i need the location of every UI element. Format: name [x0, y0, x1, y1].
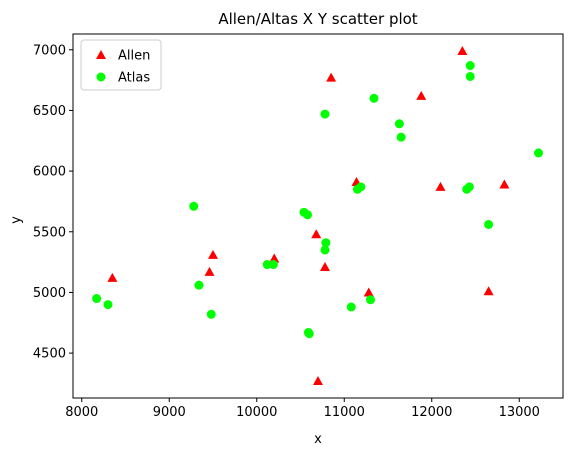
- y-tick-label: 7000: [33, 43, 66, 58]
- x-tick-label: 8000: [65, 405, 98, 420]
- atlas-point: [465, 71, 475, 81]
- x-tick-label: 13000: [499, 405, 540, 420]
- plot-frame: [72, 33, 564, 399]
- legend: Allen Atlas: [80, 39, 162, 91]
- y-tick-label: 4500: [33, 347, 66, 362]
- atlas-point: [366, 295, 375, 305]
- atlas-point: [464, 182, 474, 192]
- x-axis-label: x: [314, 432, 322, 447]
- y-tick-label: 5000: [33, 286, 66, 301]
- atlas-point: [321, 238, 331, 248]
- chart-title: Allen/Altas X Y scatter plot: [218, 10, 417, 28]
- atlas-point: [484, 219, 494, 229]
- atlas-point: [346, 302, 356, 312]
- atlas-point: [303, 210, 312, 220]
- atlas-point: [356, 182, 366, 192]
- y-tick-label: 6000: [33, 165, 66, 180]
- atlas-point: [304, 329, 314, 339]
- y-tick-label: 6500: [33, 104, 66, 119]
- allen-point: [320, 261, 330, 271]
- allen-point: [363, 287, 374, 297]
- legend-atlas-label: Atlas: [118, 71, 150, 86]
- atlas-point: [320, 109, 330, 119]
- atlas-point: [396, 132, 406, 142]
- allen-point: [483, 286, 494, 296]
- y-tick-label: 5500: [33, 225, 66, 240]
- atlas-point: [268, 260, 278, 270]
- atlas-point: [465, 61, 475, 71]
- atlas-point: [320, 245, 330, 255]
- x-tick-label: 10000: [236, 405, 277, 420]
- allen-point: [435, 181, 446, 191]
- allen-point: [204, 266, 215, 276]
- x-tick-label: 12000: [411, 405, 452, 420]
- atlas-point: [534, 148, 543, 158]
- atlas-point: [103, 300, 113, 310]
- allen-point: [311, 229, 322, 239]
- allen-point: [313, 376, 323, 386]
- allen-point: [269, 253, 280, 263]
- atlas-point: [206, 309, 216, 319]
- allen-point: [208, 249, 218, 259]
- allen-point: [457, 45, 468, 55]
- allen-point: [416, 90, 427, 100]
- legend-allen-label: Allen: [118, 49, 150, 64]
- atlas-point: [394, 119, 404, 129]
- atlas-point: [92, 294, 102, 304]
- allen-point: [326, 72, 337, 82]
- x-tick-label: 9000: [153, 405, 186, 420]
- legend-allen-marker: [96, 50, 106, 59]
- allen-point: [107, 272, 118, 282]
- y-axis-label: y: [9, 216, 24, 224]
- x-tick-label: 11000: [324, 405, 365, 420]
- allen-point: [499, 179, 510, 189]
- plot-area: 8000 9000 10000 11000 12000 13000 4500 5000 5500…: [33, 33, 564, 420]
- legend-atlas-marker: [96, 72, 106, 82]
- atlas-point: [189, 201, 199, 211]
- atlas-point: [369, 93, 379, 103]
- atlas-point: [194, 280, 204, 290]
